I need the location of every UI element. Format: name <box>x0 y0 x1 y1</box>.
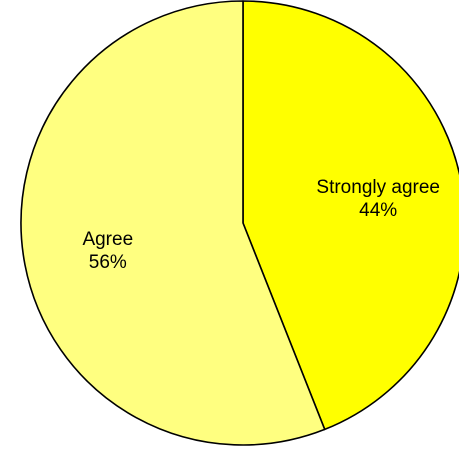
pie-slice-strongly-agree <box>242 0 459 431</box>
slice-category-label: Agree <box>82 229 133 250</box>
slice-percent-label: 56% <box>89 252 127 273</box>
pie-slice-agree <box>20 0 326 446</box>
pie-labels: Strongly agree 44% Agree 56% <box>82 177 440 273</box>
slice-label: Agree 56% <box>82 229 133 273</box>
pie-slices <box>20 0 459 446</box>
slice-label: Strongly agree 44% <box>316 177 440 221</box>
slice-percent-label: 44% <box>359 200 397 221</box>
slice-category-label: Strongly agree <box>316 177 440 198</box>
